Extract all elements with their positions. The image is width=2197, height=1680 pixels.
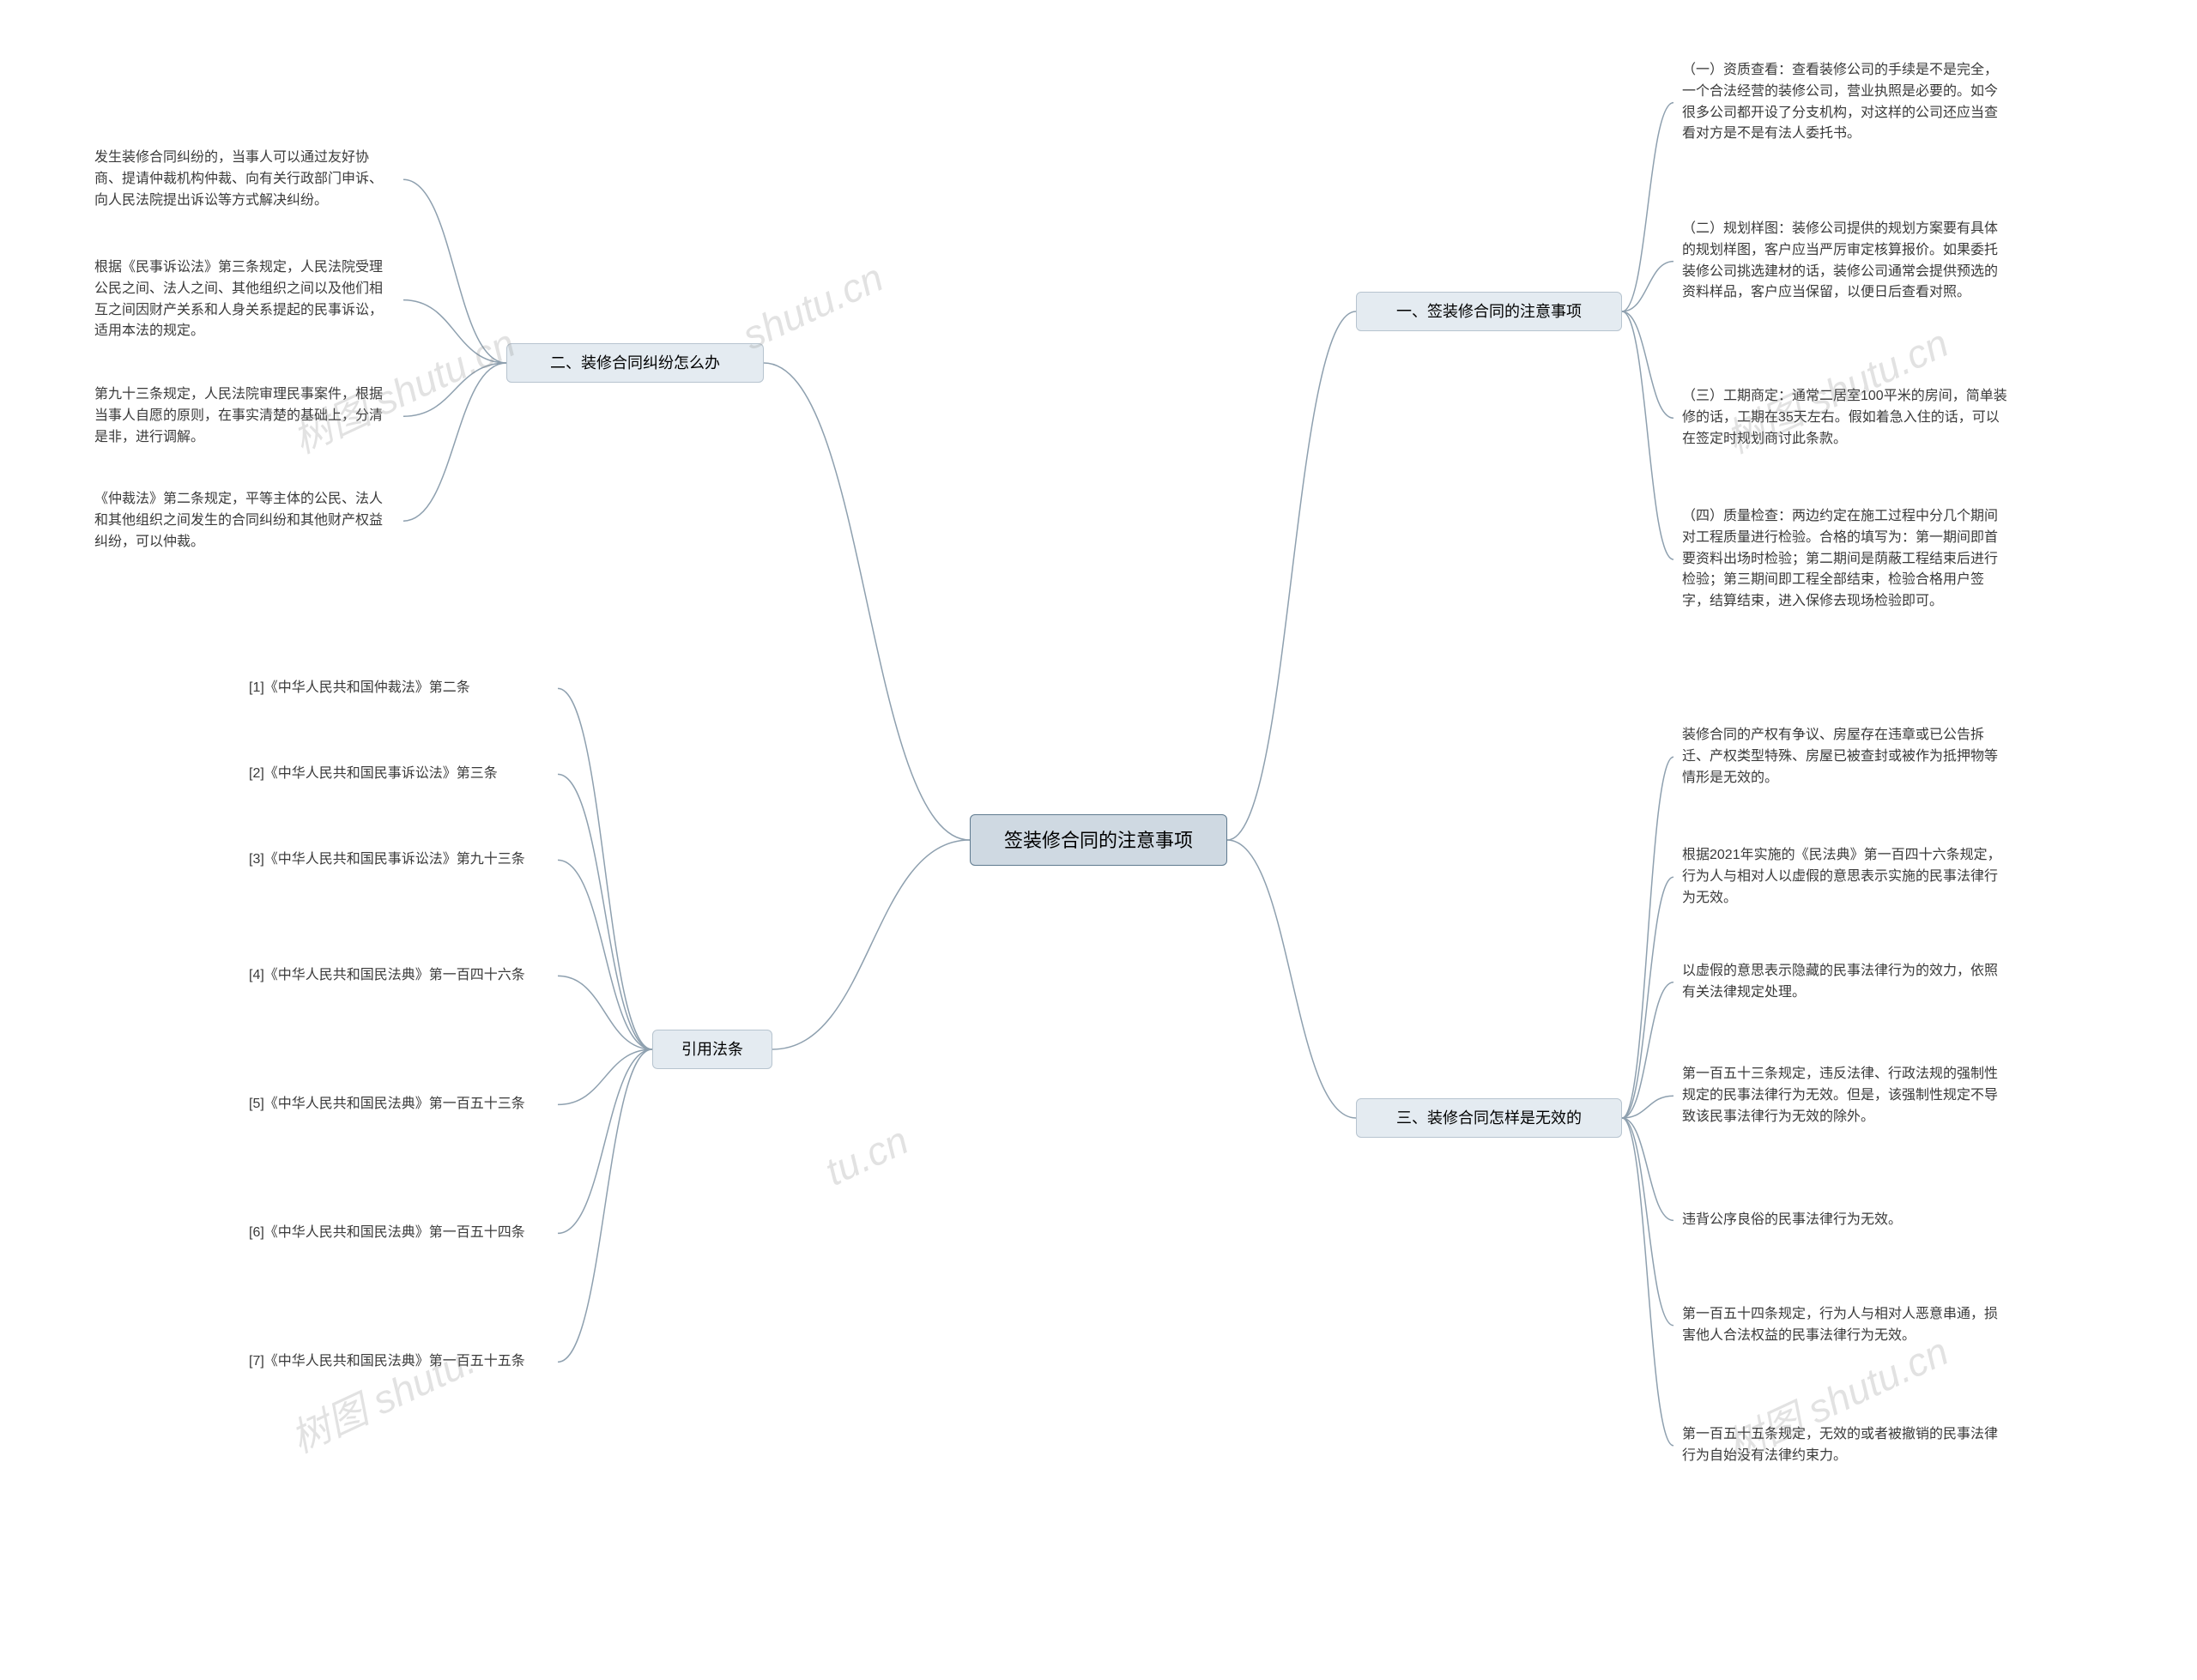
leaf-text: （四）质量检查：两边约定在施工过程中分几个期间对工程质量进行检验。合格的填写为：… xyxy=(1682,506,2008,613)
leaf-text: [5]《中华人民共和国民法典》第一百五十三条 xyxy=(249,1094,549,1115)
leaf-text: [7]《中华人民共和国民法典》第一百五十五条 xyxy=(249,1351,549,1373)
leaf-text: 根据2021年实施的《民法典》第一百四十六条规定，行为人与相对人以虚假的意思表示… xyxy=(1682,845,2008,909)
root-node: 签装修合同的注意事项 xyxy=(970,814,1227,866)
leaf-text: [6]《中华人民共和国民法典》第一百五十四条 xyxy=(249,1223,549,1244)
leaf-text: 发生装修合同纠纷的，当事人可以通过友好协商、提请仲裁机构仲裁、向有关行政部门申诉… xyxy=(94,148,395,211)
leaf-text: 第九十三条规定，人民法院审理民事案件，根据当事人自愿的原则，在事实清楚的基础上，… xyxy=(94,384,395,448)
leaf-text: 根据《民事诉讼法》第三条规定，人民法院受理公民之间、法人之间、其他组织之间以及他… xyxy=(94,257,395,342)
mindmap-canvas: 签装修合同的注意事项 二、装修合同纠纷怎么办 引用法条 一、签装修合同的注意事项… xyxy=(0,0,2197,1680)
leaf-text: （一）资质查看：查看装修公司的手续是不是完全，一个合法经营的装修公司，营业执照是… xyxy=(1682,60,2008,145)
leaf-text: 装修合同的产权有争议、房屋存在违章或已公告拆迁、产权类型特殊、房屋已被查封或被作… xyxy=(1682,725,2008,789)
leaf-text: （三）工期商定：通常二居室100平米的房间，简单装修的话，工期在35天左右。假如… xyxy=(1682,386,2008,450)
leaf-text: 《仲裁法》第二条规定，平等主体的公民、法人和其他组织之间发生的合同纠纷和其他财产… xyxy=(94,489,395,553)
leaf-text: [1]《中华人民共和国仲裁法》第二条 xyxy=(249,678,549,699)
branch-disputes: 二、装修合同纠纷怎么办 xyxy=(506,343,764,383)
leaf-text: [2]《中华人民共和国民事诉讼法》第三条 xyxy=(249,764,549,785)
leaf-text: 第一百五十五条规定，无效的或者被撤销的民事法律行为自始没有法律约束力。 xyxy=(1682,1424,2008,1467)
leaf-text: [4]《中华人民共和国民法典》第一百四十六条 xyxy=(249,965,549,987)
watermark-text: tu.cn xyxy=(818,1116,915,1194)
leaf-text: 第一百五十三条规定，违反法律、行政法规的强制性规定的民事法律行为无效。但是，该强… xyxy=(1682,1064,2008,1127)
leaf-text: [3]《中华人民共和国民事诉讼法》第九十三条 xyxy=(249,849,549,871)
leaf-text: 第一百五十四条规定，行为人与相对人恶意串通，损害他人合法权益的民事法律行为无效。 xyxy=(1682,1304,2008,1347)
branch-invalid: 三、装修合同怎样是无效的 xyxy=(1356,1098,1622,1138)
branch-citations: 引用法条 xyxy=(652,1030,772,1069)
leaf-text: 以虚假的意思表示隐藏的民事法律行为的效力，依照有关法律规定处理。 xyxy=(1682,961,2008,1004)
leaf-text: 违背公序良俗的民事法律行为无效。 xyxy=(1682,1210,2008,1231)
branch-signing: 一、签装修合同的注意事项 xyxy=(1356,292,1622,331)
leaf-text: （二）规划样图：装修公司提供的规划方案要有具体的规划样图，客户应当严厉审定核算报… xyxy=(1682,219,2008,304)
watermark-text: 树图 shutu. xyxy=(281,1329,483,1464)
